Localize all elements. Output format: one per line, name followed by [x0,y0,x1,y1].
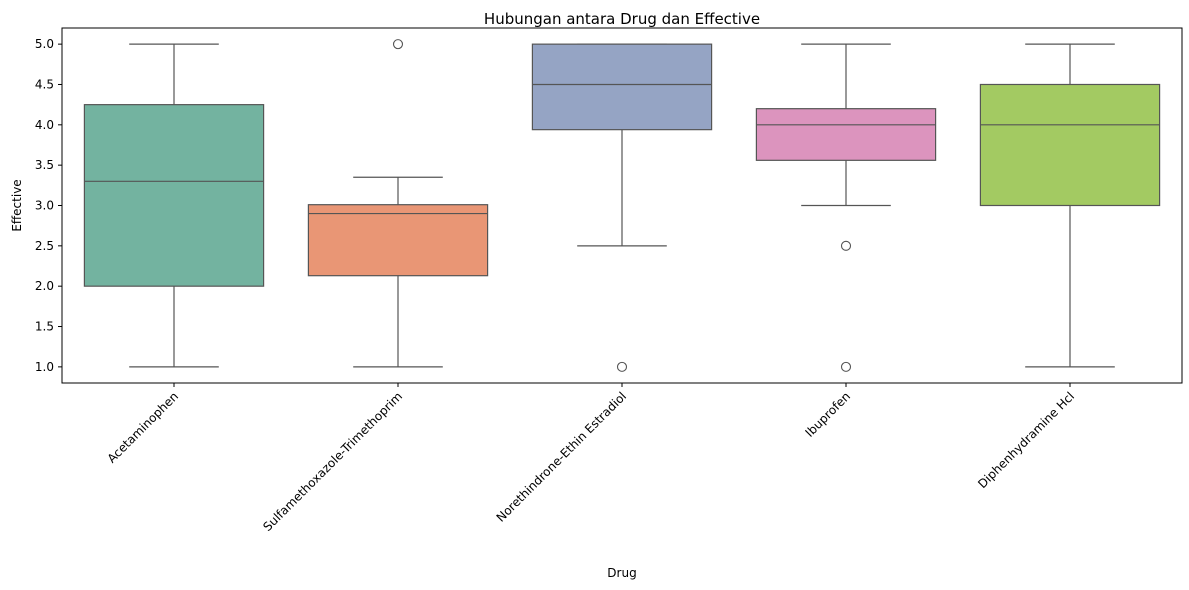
x-tick-label: Ibuprofen [802,389,853,440]
box-group-5 [979,43,1161,368]
y-tick-label: 4.0 [35,118,54,132]
box [755,108,937,161]
box-group-4 [755,43,937,372]
chart-title: Hubungan antara Drug dan Effective [484,10,760,28]
y-tick-label: 5.0 [35,37,54,51]
outlier-point [392,39,404,50]
y-axis-label: Effective [10,179,24,231]
y-tick-label: 3.0 [35,199,54,213]
outlier-point [616,361,628,372]
y-tick-label: 2.5 [35,239,54,253]
x-tick-label: Acetaminophen [105,389,182,466]
y-tick-label: 3.5 [35,158,54,172]
y-tick-label: 1.5 [35,320,54,334]
box [83,104,265,287]
x-axis: Acetaminophen Sulfamethoxazole-Trimethopr… [105,383,1077,534]
y-tick-label: 2.0 [35,279,54,293]
y-tick-label: 4.5 [35,77,54,91]
y-tick-label: 1.0 [35,360,54,374]
x-tick-label: Diphenhydramine Hcl [975,389,1077,491]
box-group-3 [531,43,713,372]
outlier-point [840,240,852,251]
box-group-2 [307,39,489,368]
box [307,204,489,277]
box [531,43,713,131]
box [979,83,1161,207]
outlier-point [840,361,852,372]
x-tick-label: Norethindrone-Ethin Estradiol [494,389,630,525]
y-axis: 1.0 1.5 2.0 2.5 3.0 3.5 4.0 4.5 5.0 [35,37,62,374]
x-axis-label: Drug [607,566,636,580]
box-group-1 [83,43,265,368]
plot-area [83,39,1161,372]
x-tick-label: Sulfamethoxazole-Trimethoprim [260,389,405,534]
